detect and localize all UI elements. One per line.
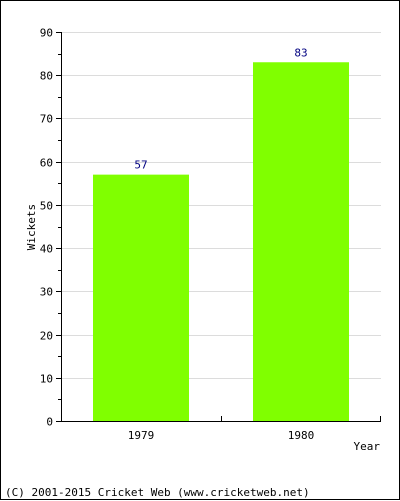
bar-1980 bbox=[253, 62, 349, 421]
y-tick-label: 30 bbox=[40, 286, 53, 299]
x-tick-label-1979: 1979 bbox=[128, 429, 155, 442]
y-tick-label: 50 bbox=[40, 200, 53, 213]
y-tick-label: 10 bbox=[40, 373, 53, 386]
copyright-footer: (C) 2001-2015 Cricket Web (www.cricketwe… bbox=[5, 486, 310, 499]
bar-1979 bbox=[93, 174, 189, 421]
y-tick-label: 0 bbox=[46, 416, 53, 429]
data-label-1980: 83 bbox=[294, 46, 307, 59]
bars bbox=[93, 62, 349, 421]
axes bbox=[56, 32, 381, 422]
y-tick-label: 90 bbox=[40, 27, 53, 40]
y-tick-label: 40 bbox=[40, 243, 53, 256]
x-tick-label-1980: 1980 bbox=[288, 429, 315, 442]
data-label-1979: 57 bbox=[134, 159, 147, 172]
y-axis-label: Wickets bbox=[25, 204, 38, 250]
x-axis-label: Year bbox=[354, 440, 381, 453]
y-tick-label: 60 bbox=[40, 157, 53, 170]
y-tick-label: 20 bbox=[40, 330, 53, 343]
y-tick-label: 70 bbox=[40, 113, 53, 126]
y-tick-label: 80 bbox=[40, 70, 53, 83]
labels: 0 10 20 30 40 50 60 70 80 90 57 1979 83 1980 bbox=[40, 27, 315, 443]
